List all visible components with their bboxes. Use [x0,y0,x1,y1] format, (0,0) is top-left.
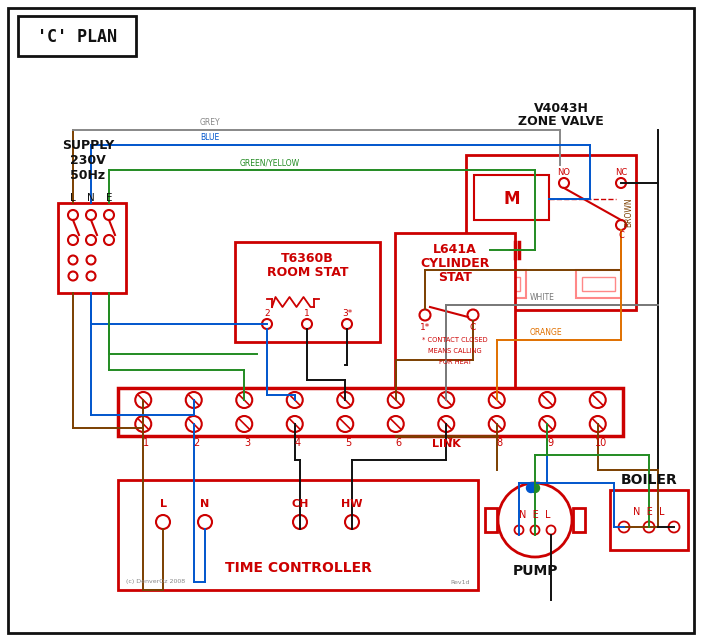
FancyBboxPatch shape [576,270,621,298]
Text: L: L [159,499,166,509]
Text: 10: 10 [595,438,607,448]
FancyBboxPatch shape [8,8,694,633]
Text: PUMP: PUMP [512,564,558,578]
Text: ORANGE: ORANGE [530,328,562,337]
Text: NO: NO [557,167,571,176]
Text: CYLINDER: CYLINDER [420,256,490,269]
Text: 5: 5 [345,438,352,448]
Text: * CONTACT CLOSED: * CONTACT CLOSED [422,337,488,343]
FancyBboxPatch shape [18,16,136,56]
FancyBboxPatch shape [481,270,526,298]
Text: V4043H: V4043H [534,101,588,115]
Circle shape [531,483,540,492]
Text: 4: 4 [295,438,301,448]
Text: WHITE: WHITE [530,293,555,302]
Text: T6360B: T6360B [281,251,334,265]
Text: Rev1d: Rev1d [451,579,470,585]
Text: N  E  L: N E L [519,510,551,520]
Text: ROOM STAT: ROOM STAT [267,265,348,278]
FancyBboxPatch shape [573,508,585,532]
FancyBboxPatch shape [474,175,549,220]
FancyBboxPatch shape [487,277,520,291]
FancyBboxPatch shape [235,242,380,342]
Text: 'C' PLAN: 'C' PLAN [37,28,117,46]
FancyBboxPatch shape [58,203,126,293]
FancyBboxPatch shape [395,233,515,388]
Text: MEANS CALLING: MEANS CALLING [428,348,482,354]
Text: TIME CONTROLLER: TIME CONTROLLER [225,561,371,575]
FancyBboxPatch shape [466,155,636,310]
Text: LINK: LINK [432,439,461,449]
Text: 2: 2 [194,438,200,448]
Text: N  E  L: N E L [633,507,665,517]
Text: L: L [70,193,76,203]
Text: STAT: STAT [438,271,472,283]
Text: 7: 7 [446,438,452,448]
Text: C: C [470,322,476,331]
Text: GREEN/YELLOW: GREEN/YELLOW [240,158,300,167]
Text: SUPPLY
230V
50Hz: SUPPLY 230V 50Hz [62,138,114,181]
Text: 9: 9 [547,438,553,448]
Text: GREY: GREY [200,118,220,127]
FancyBboxPatch shape [118,388,623,436]
Text: E: E [106,193,112,203]
Text: N: N [200,499,210,509]
Text: N: N [87,193,95,203]
Circle shape [526,483,536,492]
Text: 1*: 1* [420,322,430,331]
FancyBboxPatch shape [485,508,497,532]
FancyBboxPatch shape [610,490,688,550]
Text: CH: CH [291,499,309,509]
FancyBboxPatch shape [582,277,615,291]
Text: 3: 3 [244,438,251,448]
Text: M: M [504,190,520,208]
Text: 2: 2 [264,308,270,317]
Text: ZONE VALVE: ZONE VALVE [518,115,604,128]
Text: 1: 1 [143,438,150,448]
Text: L641A: L641A [433,242,477,256]
FancyBboxPatch shape [118,480,478,590]
Text: FOR HEAT: FOR HEAT [439,359,472,365]
Text: BLUE: BLUE [200,133,219,142]
Text: BROWN: BROWN [624,197,633,227]
Text: 3*: 3* [342,308,352,317]
Text: BOILER: BOILER [621,473,677,487]
Text: 6: 6 [396,438,402,448]
Text: HW: HW [341,499,363,509]
Text: 1: 1 [304,308,310,317]
Text: (c) DenverOz 2008: (c) DenverOz 2008 [126,579,185,585]
Text: NC: NC [615,167,627,176]
Text: 8: 8 [497,438,503,448]
Text: C: C [618,231,624,240]
